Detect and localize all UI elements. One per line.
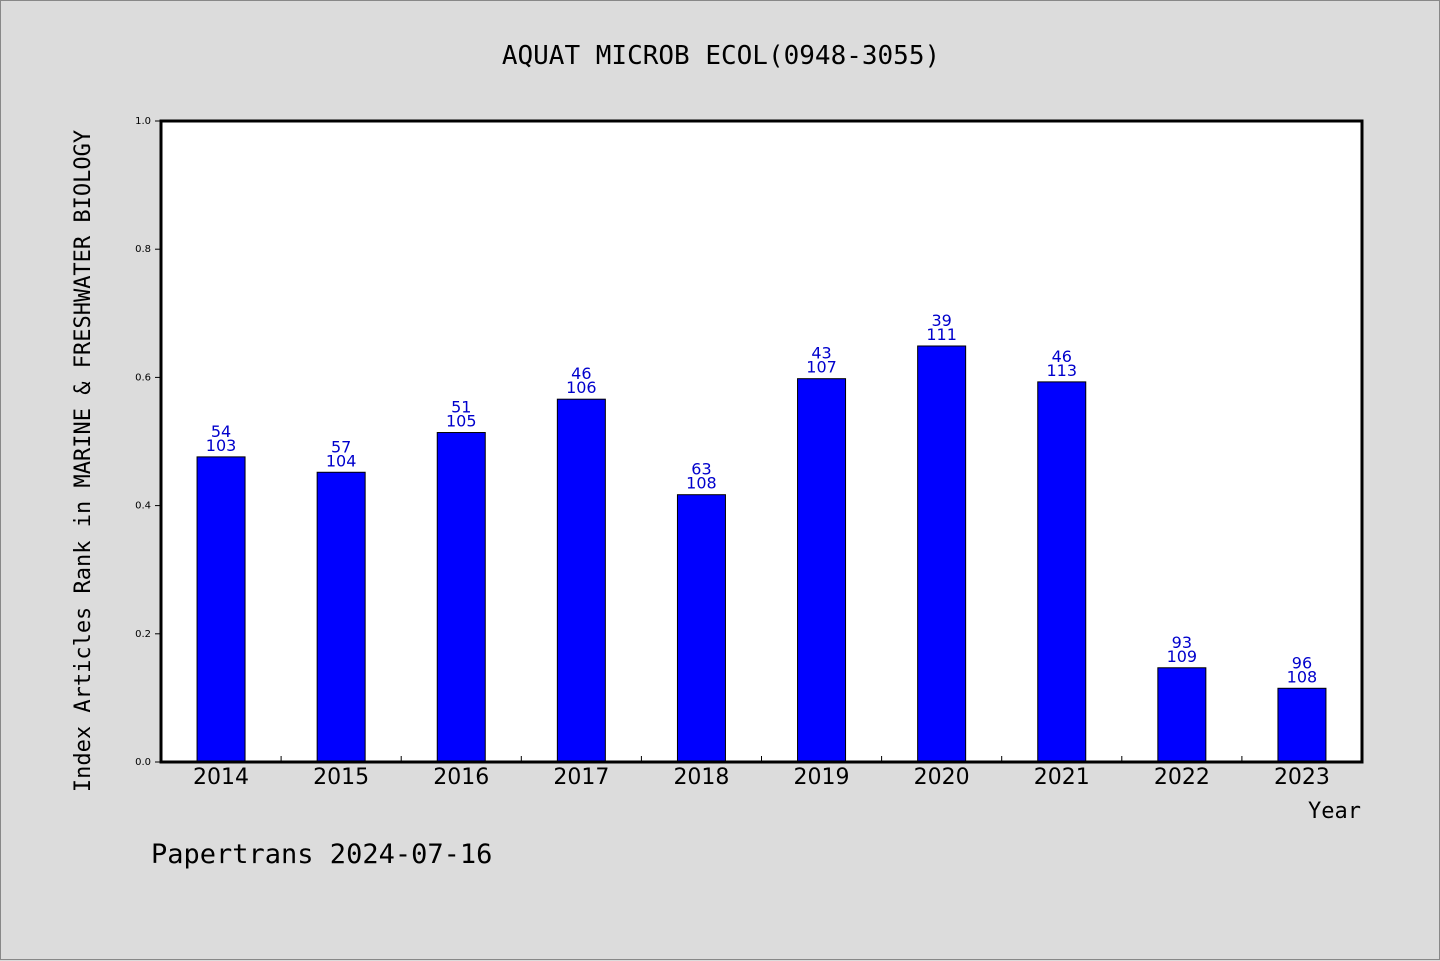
y-tick-label: 0.4 bbox=[135, 501, 151, 512]
y-tick-label: 0.6 bbox=[135, 372, 151, 383]
bar-total-label: 111 bbox=[926, 325, 957, 344]
bar-rank-label: 57 bbox=[331, 437, 351, 456]
y-tick-label: 0.8 bbox=[135, 244, 151, 255]
bar-rank-label: 46 bbox=[1052, 347, 1072, 366]
bar-total-label: 103 bbox=[206, 436, 237, 455]
plot-border bbox=[159, 119, 1364, 764]
x-tick-label: 2022 bbox=[1154, 765, 1210, 790]
bar-total-label: 109 bbox=[1167, 647, 1198, 666]
y-tick-label: 0.0 bbox=[135, 757, 151, 768]
footer-text: Papertrans 2024-07-16 bbox=[151, 839, 492, 870]
bar-rank-label: 51 bbox=[451, 398, 471, 417]
x-tick-label: 2016 bbox=[433, 765, 489, 790]
y-axis: 0.0 0.2 0.4 0.6 0.8 1.0 bbox=[135, 116, 161, 768]
y-tick-label: 0.2 bbox=[135, 629, 151, 640]
x-tick-label: 2021 bbox=[1034, 765, 1090, 790]
bar-rank-label: 93 bbox=[1172, 633, 1192, 652]
bar-rank-label: 96 bbox=[1292, 653, 1312, 672]
bar-total-label: 108 bbox=[686, 474, 717, 493]
x-axis-title: Year bbox=[1308, 799, 1361, 824]
bar-total-label: 113 bbox=[1046, 361, 1077, 380]
y-tick-label: 1.0 bbox=[135, 116, 151, 127]
bar-2017 bbox=[556, 398, 606, 763]
x-axis: 2014 2015 2016 2017 2018 2019 2020 2021 2022 2023 bbox=[193, 756, 1330, 790]
bar-rank-label: 54 bbox=[211, 422, 231, 441]
bar-total-label: 107 bbox=[806, 358, 837, 377]
chart-title: AQUAT MICROB ECOL(0948-3055) bbox=[502, 41, 940, 71]
bar-2015 bbox=[316, 471, 366, 763]
x-tick-label: 2018 bbox=[673, 765, 729, 790]
bar-2023 bbox=[1277, 687, 1327, 763]
x-tick-label: 2020 bbox=[914, 765, 970, 790]
bar-2018 bbox=[676, 494, 726, 763]
bar-rank-label: 43 bbox=[811, 344, 831, 363]
x-tick-label: 2023 bbox=[1274, 765, 1330, 790]
bar-2022 bbox=[1157, 667, 1207, 763]
y-axis-title: Index Articles Rank in MARINE & FRESHWAT… bbox=[71, 130, 96, 792]
bar-total-label: 106 bbox=[566, 378, 597, 397]
bar-rank-label: 39 bbox=[931, 311, 951, 330]
bar-rank-label: 46 bbox=[571, 364, 591, 383]
bar-total-label: 105 bbox=[446, 412, 477, 431]
bar-2020 bbox=[917, 345, 967, 763]
x-tick-label: 2017 bbox=[553, 765, 609, 790]
bar-2016 bbox=[436, 432, 486, 763]
x-tick-label: 2014 bbox=[193, 765, 249, 790]
bar-total-label: 108 bbox=[1287, 667, 1318, 686]
x-tick-label: 2019 bbox=[794, 765, 850, 790]
bar-2014 bbox=[196, 456, 246, 763]
x-tick-label: 2015 bbox=[313, 765, 369, 790]
bar-total-label: 104 bbox=[326, 451, 357, 470]
bar-2019 bbox=[797, 378, 847, 763]
bar-rank-label: 63 bbox=[691, 460, 711, 479]
bar-2021 bbox=[1037, 381, 1087, 763]
